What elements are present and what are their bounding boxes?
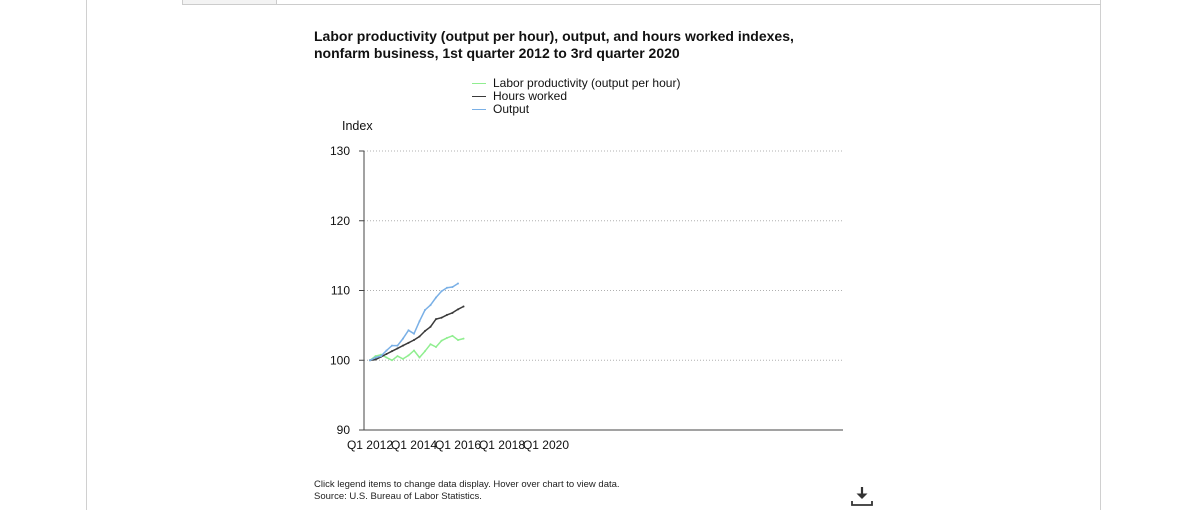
footnote-note: Click legend items to change data displa… bbox=[314, 479, 620, 490]
data-point[interactable] bbox=[396, 347, 399, 350]
data-point[interactable] bbox=[369, 359, 371, 362]
data-point[interactable] bbox=[402, 357, 404, 360]
x-tick-label: Q1 2020 bbox=[523, 438, 569, 452]
data-point[interactable] bbox=[429, 325, 432, 328]
data-point[interactable] bbox=[407, 354, 410, 357]
download-icon bbox=[851, 487, 873, 506]
data-point[interactable] bbox=[457, 308, 459, 311]
legend-item-productivity[interactable]: Labor productivity (output per hour) bbox=[472, 77, 680, 90]
x-tick-label: Q1 2018 bbox=[479, 438, 525, 452]
y-tick-label: 120 bbox=[330, 214, 350, 228]
download-button[interactable] bbox=[849, 485, 875, 507]
top-divider bbox=[275, 4, 1101, 5]
data-point[interactable] bbox=[446, 313, 448, 316]
y-axis-label: Index bbox=[342, 119, 373, 133]
data-point[interactable] bbox=[451, 311, 454, 314]
chart-gridlines bbox=[364, 150, 843, 361]
chart-footnote: Click legend items to change data displa… bbox=[314, 479, 620, 503]
data-point[interactable] bbox=[424, 329, 426, 332]
data-point[interactable] bbox=[424, 309, 426, 312]
data-point[interactable] bbox=[418, 320, 421, 323]
data-point[interactable] bbox=[374, 355, 377, 358]
series-line-0[interactable] bbox=[369, 335, 464, 362]
data-point[interactable] bbox=[413, 332, 415, 335]
data-point[interactable] bbox=[402, 337, 404, 340]
data-point[interactable] bbox=[374, 356, 377, 359]
data-point[interactable] bbox=[429, 343, 432, 346]
data-point[interactable] bbox=[446, 336, 448, 339]
data-point[interactable] bbox=[440, 290, 443, 293]
footnote-source: Source: U.S. Bureau of Labor Statistics. bbox=[314, 491, 482, 502]
data-point[interactable] bbox=[457, 339, 459, 342]
x-tick-label: Q1 2012 bbox=[347, 438, 393, 452]
legend-swatch-hours-worked bbox=[472, 96, 486, 97]
data-point[interactable] bbox=[413, 349, 415, 352]
legend-swatch-productivity bbox=[472, 83, 486, 84]
y-tick-label: 130 bbox=[330, 144, 350, 158]
legend-label-hours-worked: Hours worked bbox=[493, 89, 568, 103]
data-point[interactable] bbox=[385, 356, 388, 359]
page-frame bbox=[86, 0, 1101, 510]
data-point[interactable] bbox=[440, 339, 443, 342]
legend-item-hours-worked[interactable]: Hours worked bbox=[472, 90, 680, 103]
legend-swatch-output bbox=[472, 109, 486, 110]
data-point[interactable] bbox=[429, 304, 432, 307]
x-tick-label: Q1 2014 bbox=[391, 438, 437, 452]
data-point[interactable] bbox=[391, 344, 393, 347]
data-point[interactable] bbox=[391, 350, 393, 353]
chart-title: Labor productivity (output per hour), ou… bbox=[314, 28, 794, 61]
legend-label-output: Output bbox=[493, 102, 530, 116]
data-point[interactable] bbox=[435, 345, 437, 348]
data-point[interactable] bbox=[418, 335, 421, 338]
data-point[interactable] bbox=[451, 286, 454, 289]
legend-label-productivity: Labor productivity (output per hour) bbox=[493, 76, 681, 90]
y-tick-label: 100 bbox=[330, 353, 350, 367]
data-point[interactable] bbox=[446, 286, 448, 289]
data-point[interactable] bbox=[396, 355, 399, 358]
data-point[interactable] bbox=[418, 356, 421, 359]
data-point[interactable] bbox=[380, 355, 382, 358]
data-point[interactable] bbox=[451, 334, 454, 337]
chart-series[interactable] bbox=[369, 282, 465, 362]
data-point[interactable] bbox=[462, 337, 465, 340]
data-point[interactable] bbox=[374, 358, 377, 361]
data-point[interactable] bbox=[440, 316, 443, 319]
data-point[interactable] bbox=[385, 349, 388, 352]
y-tick-label: 90 bbox=[337, 423, 351, 437]
chart-legend: Labor productivity (output per hour) Hou… bbox=[472, 77, 680, 116]
series-line-2[interactable] bbox=[369, 282, 459, 361]
data-point[interactable] bbox=[435, 318, 437, 321]
data-point[interactable] bbox=[435, 296, 437, 299]
data-point[interactable] bbox=[385, 352, 388, 355]
data-point[interactable] bbox=[402, 344, 404, 347]
data-point[interactable] bbox=[396, 344, 399, 347]
y-tick-label: 110 bbox=[331, 284, 350, 298]
top-tab[interactable] bbox=[182, 0, 277, 5]
data-point[interactable] bbox=[413, 339, 415, 342]
data-point[interactable] bbox=[391, 359, 393, 362]
data-point[interactable] bbox=[457, 282, 459, 285]
data-point[interactable] bbox=[407, 341, 410, 344]
x-tick-label: Q1 2016 bbox=[435, 438, 481, 452]
data-point[interactable] bbox=[407, 329, 410, 332]
data-point[interactable] bbox=[424, 350, 426, 353]
data-point[interactable] bbox=[462, 305, 465, 308]
legend-item-output[interactable]: Output bbox=[472, 103, 680, 116]
